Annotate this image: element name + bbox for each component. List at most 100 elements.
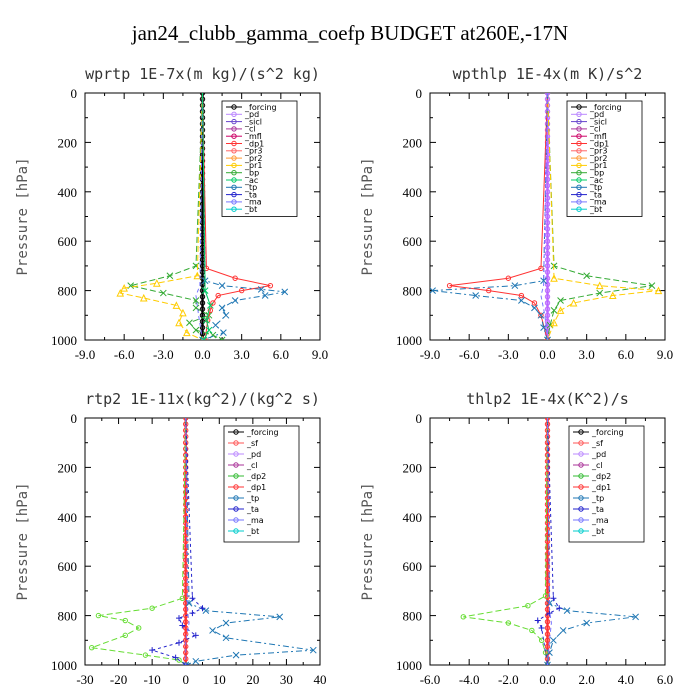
y-tick-label: 600 <box>403 234 423 249</box>
series-point <box>544 250 551 257</box>
series-point <box>544 501 551 508</box>
x-tick-label: -30 <box>76 672 93 687</box>
legend-label: _pr2 <box>244 154 262 163</box>
legend-marker <box>578 429 584 435</box>
x-tick-label: -6.0 <box>420 672 441 687</box>
series-point <box>430 287 436 294</box>
x-tick-label: 40 <box>314 672 327 687</box>
series-point <box>557 297 564 304</box>
series-point <box>232 651 240 659</box>
x-tick-label: -3.0 <box>153 347 174 362</box>
series-group <box>430 93 663 340</box>
series-point <box>608 291 617 300</box>
series-point <box>206 302 214 309</box>
legend-marker <box>578 484 584 490</box>
x-tick-label: -20 <box>110 672 127 687</box>
legend-label: _dp2 <box>591 472 611 481</box>
series-point <box>220 329 227 336</box>
series-point <box>486 287 492 294</box>
y-tick-label: 1000 <box>396 333 422 348</box>
legend-marker <box>231 199 237 205</box>
legend-label: _cl <box>589 125 601 134</box>
legend-label: _bt <box>589 205 602 214</box>
series-point <box>199 324 206 331</box>
series-point <box>544 300 551 306</box>
y-tick-label: 800 <box>58 284 78 299</box>
series-point <box>199 133 206 139</box>
series-point <box>183 569 189 576</box>
legend-marker <box>231 170 237 176</box>
series-point <box>183 619 189 625</box>
series-point <box>218 282 226 290</box>
legend-label: _dp1 <box>246 483 266 492</box>
series-point <box>179 308 187 317</box>
panel-title: wpthlp 1E-4x(m K)/s^2 <box>453 65 643 83</box>
legend-marker <box>233 506 239 512</box>
legend-label: _sicl <box>244 117 262 126</box>
series-point <box>136 625 142 631</box>
series-point <box>544 244 551 251</box>
series-point <box>518 297 525 304</box>
series-point <box>544 201 551 207</box>
series-point <box>232 275 238 281</box>
x-tick-label: 20 <box>246 672 259 687</box>
series-point <box>95 612 102 619</box>
x-tick-label: 2.0 <box>579 672 595 687</box>
legend-label: _ta <box>589 190 602 199</box>
series-point <box>179 622 186 629</box>
legend-marker <box>576 104 582 110</box>
series-group <box>460 418 639 665</box>
series-line-tp <box>202 93 285 340</box>
series-point <box>531 304 538 312</box>
series-point <box>544 312 551 318</box>
series-point <box>544 625 551 631</box>
legend-label: _sicl <box>589 117 607 126</box>
legend-marker <box>576 206 582 212</box>
series-point <box>116 288 125 297</box>
y-tick-label: 800 <box>403 284 423 299</box>
legend-marker <box>576 111 582 118</box>
series-point <box>460 614 466 620</box>
legend: _forcing_pd_sicl_cl_mfl_dp1_pr3_pr2_pr1_… <box>566 100 643 217</box>
legend-label: _bt <box>246 527 259 536</box>
x-tick-label: -2.0 <box>498 672 519 687</box>
series-point <box>544 619 551 625</box>
series-point <box>222 619 230 627</box>
series-point <box>544 557 551 563</box>
legend-marker <box>233 451 239 457</box>
series-point <box>544 232 551 238</box>
series-point <box>172 301 181 309</box>
series-point <box>544 631 551 637</box>
series-point <box>505 620 512 626</box>
series-point <box>544 532 551 539</box>
legend-marker <box>576 148 582 154</box>
series-point <box>166 272 174 280</box>
series-point <box>544 318 551 325</box>
series-point <box>210 300 216 306</box>
series-point <box>544 637 551 643</box>
series-point <box>218 304 226 312</box>
y-tick-label: 0 <box>416 86 423 101</box>
y-tick-label: 1000 <box>51 333 77 348</box>
series-point <box>120 284 128 292</box>
series-point <box>544 257 551 263</box>
x-tick-label: 6.0 <box>657 672 673 687</box>
y-tick-label: 200 <box>58 135 78 150</box>
legend-label: _bp <box>244 169 259 178</box>
y-axis-label: Pressure [hPa] <box>360 482 376 600</box>
y-tick-label: 200 <box>403 460 423 475</box>
series-point <box>238 287 245 294</box>
series-point <box>544 263 551 269</box>
series-point <box>569 298 578 307</box>
x-tick-label: -3.0 <box>498 347 519 362</box>
series-point <box>205 326 213 334</box>
series-point <box>529 627 535 634</box>
legend-marker <box>578 462 584 468</box>
panel-1: wprtp 1E-7x(m kg)/(s^2 kg) Pressure [hPa]… <box>15 65 328 362</box>
series-point <box>544 281 551 288</box>
legend-marker <box>231 155 237 161</box>
series-point <box>550 318 558 327</box>
series-point <box>122 617 128 624</box>
y-tick-label: 800 <box>58 609 78 624</box>
